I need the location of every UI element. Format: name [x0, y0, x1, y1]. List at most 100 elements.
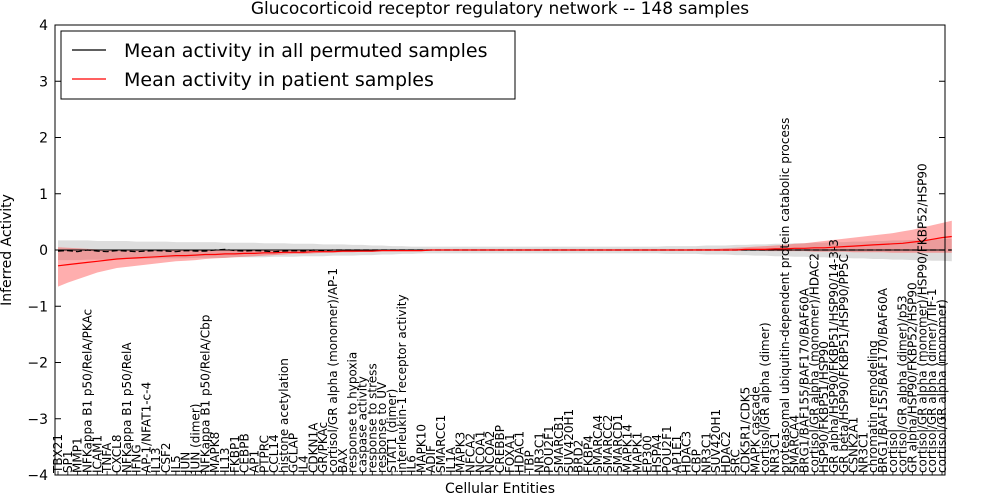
y-tick-label: 4 [39, 18, 48, 34]
entity-label: SMARCD1 [611, 414, 625, 473]
y-tick-label: 2 [39, 131, 48, 147]
entity-label: MAPK10 [414, 424, 428, 473]
y-tick-label: 1 [39, 187, 48, 203]
entity-label: CBP [689, 449, 703, 473]
entity-label: GR alpha/HSP90/FKBP52/HSP90 [906, 282, 920, 473]
entity-label: POU2F1 [660, 425, 674, 473]
entity-label: CCL14 [267, 434, 281, 473]
entity-label: histone acetylation [277, 358, 291, 473]
entity-label: chromatin remodeling [866, 340, 880, 473]
entity-label: SMARCC1 [434, 415, 448, 473]
entity-label: NCOA1 [473, 431, 487, 473]
entity-label: HSP90/FKBP51/HSP90 [817, 341, 831, 473]
entity-label: JUN (dimer) [189, 404, 203, 474]
entity-label: CSF2 [159, 442, 173, 473]
entity-label: GR alpha/HSP90/FKBP51/HSP90/14-3-3 [827, 239, 841, 473]
entity-label: NCOA2 [483, 431, 497, 473]
y-axis: 4 3 2 1 0 −1 −2 −3 −4 [27, 18, 945, 484]
entity-label: GR/PKAc [316, 422, 330, 473]
entity-label: CREBBP [493, 425, 507, 473]
y-tick-label: 3 [39, 74, 48, 90]
entity-label: BRG1/BAF155/BAF170/BAF60A [876, 287, 890, 473]
entity-label: interleukin-1 receptor activity [395, 294, 409, 473]
entity-label: IL13 [149, 447, 163, 473]
entity-label: SRC [729, 449, 743, 473]
entity-label: HDAC2 [719, 431, 733, 473]
entity-label: FKBP1 [228, 435, 242, 473]
entity-label: MAPK cascade [748, 386, 762, 473]
legend-box [60, 30, 516, 100]
entity-label: cortisol/GR alpha (monomer)/HSP90/FKBP52… [915, 163, 929, 473]
entity-label: cortisol/GR alpha (monomer) [935, 299, 949, 473]
entity-label: AP1 [247, 450, 261, 473]
entity-label: NR3C1 [532, 432, 546, 473]
entity-label: NFKappa B1 p50/RelA/Cbp [198, 315, 212, 473]
entity-label: STAT1 (dimer) [385, 389, 399, 473]
entity-label: GR beta/HSP90/FKBP51/HSP90/PP5C [837, 254, 851, 473]
y-tick-label: −2 [27, 356, 48, 372]
entity-label: NR3C1 [856, 432, 870, 473]
entity-label: IL5 [169, 455, 183, 473]
entity-label: FOXA1 [503, 433, 517, 473]
entity-label: proteasomal ubiquitin-dependent protein … [778, 118, 792, 473]
entity-label: SMARCC2 [601, 415, 615, 473]
entity-label: HDAC3 [680, 431, 694, 473]
y-axis-label: Inferred Activity [0, 194, 15, 306]
entity-label: BAX [336, 448, 350, 473]
entity-label: TNFA [100, 442, 114, 474]
entity-label: cortisol/GR alpha (dimer) [758, 322, 772, 473]
permuted-mean-line [57, 248, 952, 253]
entity-label: cortisol/GR alpha (monomer)/HDAC2 [807, 253, 821, 473]
entity-label: TBP [523, 450, 537, 474]
entity-label: HDAC1 [513, 431, 527, 473]
entity-label: AP-1/NFAT1-c-4 [139, 382, 153, 473]
entity-label: IL13 [218, 448, 232, 474]
entity-label: MAPK1 [631, 432, 645, 473]
entity-label: IL1A [444, 446, 458, 473]
entity-label: NFCA2 [464, 433, 478, 473]
entity-label: ICAM1 [90, 435, 104, 473]
entity-label: IL6 [405, 455, 419, 473]
legend-label-permuted: Mean activity in all permuted samples [124, 40, 487, 62]
entity-label: NR3C1 [768, 432, 782, 473]
entity-label: EP300 [640, 435, 654, 473]
entity-label: cortisol/GR alpha (dimer)/TIF-1 [925, 289, 939, 474]
y-tick-label: 0 [39, 243, 48, 259]
patient-mean-line [57, 235, 952, 267]
entity-label: response to stress [365, 363, 379, 473]
entity-label: CDK5R1/CDK5 [739, 387, 753, 473]
entity-label: cortisol/GR alpha (dimer)/p53 [896, 295, 910, 473]
entity-label: MMP1 [71, 437, 85, 473]
entity-label: GCLAP [287, 433, 301, 473]
entity-label: SUV420H1 [709, 409, 723, 473]
entity-label: NFKappa B1 p50/RelA [120, 342, 134, 473]
entity-label: JUN [179, 452, 193, 474]
entity-label: CXCL8 [110, 435, 124, 473]
entity-label: CEBPB [238, 433, 252, 473]
entity-label: HSPA4 [650, 434, 664, 473]
entity-label: FKBP4 [581, 435, 595, 473]
entity-label: MAPK8 [208, 432, 222, 473]
entity-label: caspase activity [356, 376, 370, 473]
entity-label: MAPK3 [454, 432, 468, 473]
entity-label: SMARCA4 [788, 415, 802, 473]
entity-label: MAPK14 [621, 424, 635, 473]
entity-label: PTPRC [257, 435, 271, 473]
entity-label: BRG1/BAF155/BAF170/BAF60A [798, 287, 812, 473]
plot-area [55, 220, 952, 287]
entity-label: cortisol [886, 429, 900, 473]
entity-label: AP1E1 [670, 435, 684, 473]
chart-title: Glucocorticoid receptor regulatory netwo… [251, 0, 749, 19]
entity-label: CDKN1A [306, 422, 320, 473]
entity-label: BRD2 [572, 440, 586, 473]
legend: Mean activity in all permuted samples Me… [60, 30, 516, 100]
entity-label: ADIF [424, 445, 438, 473]
entity-label: CSNK2A1 [847, 417, 861, 473]
legend-label-patient: Mean activity in patient samples [124, 69, 434, 91]
y-tick-label: −1 [27, 299, 48, 315]
entity-label: SMARCA4 [591, 415, 605, 473]
entity-label: NFKappa B1 p50/RelA/PKAc [81, 309, 95, 473]
entity-label: POU2F1 [542, 425, 556, 473]
